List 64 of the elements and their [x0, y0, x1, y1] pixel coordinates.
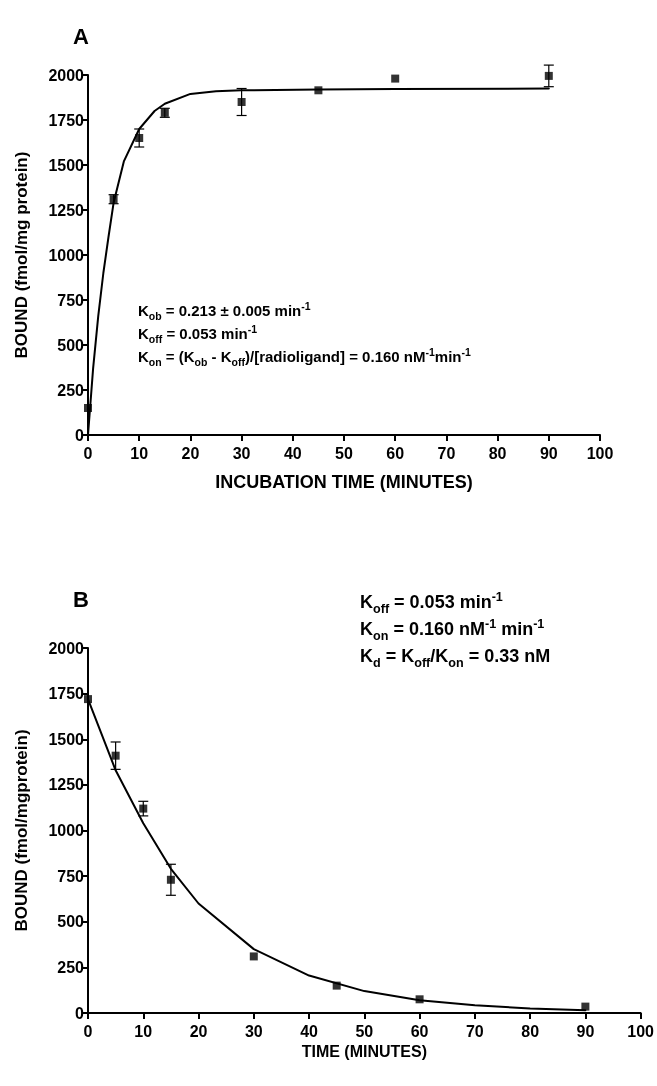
x-tick-label: 90: [539, 444, 558, 462]
x-tick-label: 80: [488, 444, 507, 462]
point: [166, 875, 175, 884]
y-tick-label: 750: [57, 867, 85, 885]
y-tick-label: 0: [75, 1004, 85, 1022]
x-tick-label: 60: [410, 1022, 429, 1040]
x-tick-label: 10: [134, 1022, 153, 1040]
y-tick-label: 1750: [48, 111, 85, 129]
point: [139, 804, 148, 813]
x-axis-title: INCUBATION TIME (MINUTES): [215, 472, 473, 492]
y-tick-label: 500: [57, 336, 85, 354]
y-tick-label: 1750: [48, 685, 85, 703]
y-axis-title: BOUND (fmol/mg protein): [12, 151, 31, 359]
text: K$_{on}$ = (K$_{ob}$ - K$_{off}$)/[radioligand] = 0.160 nM$^{-1}$min$^{-1}$: [138, 346, 471, 369]
y-tick-label: 0: [75, 426, 85, 444]
y-tick-label: 1250: [48, 776, 85, 794]
y-tick-label: 2000: [48, 66, 85, 84]
point: [111, 751, 120, 760]
point: [544, 71, 553, 80]
x-tick-label: 10: [130, 444, 149, 462]
y-tick-label: 1500: [48, 730, 85, 748]
y-tick-label: 750: [57, 291, 85, 309]
x-tick-label: 70: [437, 444, 456, 462]
point: [84, 404, 92, 412]
y-tick-label: 1000: [48, 822, 85, 839]
x-tick-label: 30: [244, 1022, 263, 1040]
y-tick-label: 1250: [48, 201, 85, 219]
y-tick-label: 500: [57, 913, 85, 931]
y-tick-label: 250: [57, 958, 85, 976]
x-tick-label: 70: [465, 1022, 484, 1040]
x-tick-label: 40: [300, 1022, 319, 1040]
x-tick-label: 20: [181, 444, 200, 462]
point: [135, 134, 144, 142]
point: [391, 74, 400, 83]
x-tick-label: 100: [627, 1022, 655, 1040]
x-tick-label: 50: [355, 1022, 374, 1040]
annotation: K$_{ob}$ = 0.213 ± 0.005 min$^{-1}$: [138, 300, 312, 324]
x-tick-label: 50: [335, 444, 353, 462]
y-tick-label: 1500: [48, 156, 85, 174]
point: [237, 98, 246, 106]
x-tick-label: 60: [386, 444, 405, 462]
x-axis-title: TIME (MINUTES): [301, 1043, 427, 1061]
y-tick-label: 250: [57, 381, 85, 399]
text: K$_{off}$ = 0.053 min$^{-1}$: [360, 590, 504, 618]
annotation: K$_{off}$ = 0.053 min$^{-1}$: [138, 323, 259, 347]
point: [415, 995, 424, 1004]
x-tick-label: 20: [189, 1022, 208, 1040]
point: [332, 981, 341, 990]
annotation: K$_{d}$ = K$_{off}$/K$_{on}$ = 0.33 nM: [360, 644, 551, 671]
x-tick-label: 40: [283, 444, 302, 462]
x-tick-label: 80: [521, 1022, 540, 1040]
x-tick-label: 30: [232, 444, 251, 462]
chart-title: B: [73, 586, 89, 612]
point: [314, 86, 323, 95]
point: [581, 1002, 590, 1011]
point: [249, 952, 258, 961]
x-tick-label: 100: [586, 444, 614, 462]
y-axis-title: BOUND (fmol/mgprotein): [12, 729, 31, 932]
point: [84, 695, 92, 704]
y-tick-label: 1000: [48, 246, 85, 264]
y-tick-label: 2000: [48, 639, 85, 657]
chart-title: A: [73, 23, 89, 49]
x-tick-label: 90: [576, 1022, 595, 1040]
text: K$_{on}$ = 0.160 nM$^{-1}$ min$^{-1}$: [360, 617, 546, 645]
